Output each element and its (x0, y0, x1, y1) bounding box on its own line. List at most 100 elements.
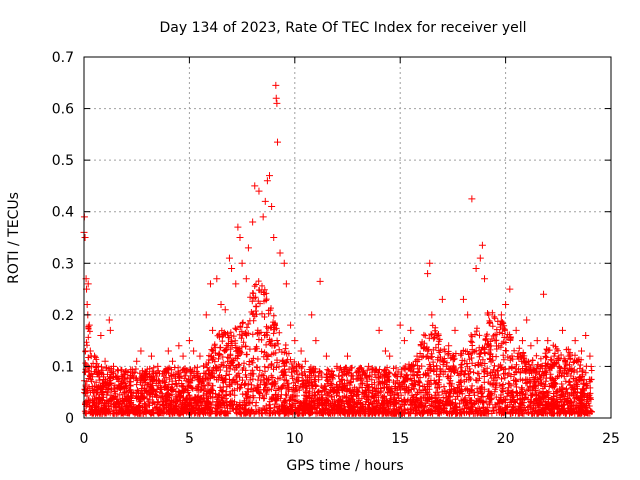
data-point (381, 347, 389, 355)
y-tick-label: 0.4 (52, 205, 74, 221)
data-point (559, 326, 567, 334)
x-axis-label: GPS time / hours (286, 458, 403, 474)
data-point (85, 321, 93, 329)
data-point (118, 383, 126, 391)
data-point (485, 311, 493, 319)
data-point (95, 383, 103, 391)
data-point (110, 362, 118, 370)
data-point (196, 352, 204, 360)
data-point (476, 254, 484, 262)
x-tick-label: 25 (602, 431, 620, 447)
data-point (244, 244, 252, 252)
data-point (185, 337, 193, 345)
data-point (491, 337, 499, 345)
data-point (308, 311, 316, 319)
data-point (209, 326, 217, 334)
data-point (287, 321, 295, 329)
data-point (93, 368, 101, 376)
data-point (502, 301, 510, 309)
data-point (206, 280, 214, 288)
data-point (97, 331, 105, 339)
data-point (459, 295, 467, 303)
data-point (272, 81, 280, 89)
data-point (426, 259, 434, 267)
data-point (434, 331, 442, 339)
data-point (106, 326, 114, 334)
data-point (273, 99, 281, 107)
data-point (375, 326, 383, 334)
data-point (84, 280, 92, 288)
data-point (105, 316, 113, 324)
data-point (276, 249, 284, 257)
data-point (386, 352, 394, 360)
data-point (333, 362, 341, 370)
data-point (228, 264, 236, 272)
data-point (175, 342, 183, 350)
data-point (301, 357, 309, 365)
data-point (122, 368, 130, 376)
y-tick-label: 0.3 (52, 256, 74, 272)
data-point (202, 311, 210, 319)
data-point (88, 373, 96, 381)
data-point (266, 172, 274, 180)
data-point (242, 275, 250, 283)
data-point (147, 352, 155, 360)
data-point (114, 373, 122, 381)
data-point (312, 337, 320, 345)
data-density-cloud (81, 278, 595, 417)
data-point (263, 177, 271, 185)
data-point (221, 306, 229, 314)
data-point (497, 311, 505, 319)
data-point (154, 362, 162, 370)
data-point (259, 213, 267, 221)
data-point (86, 347, 94, 355)
data-point (137, 347, 145, 355)
data-point (468, 195, 476, 203)
data-point (249, 218, 257, 226)
data-point (251, 182, 259, 190)
x-tick-label: 5 (185, 431, 194, 447)
data-points (80, 81, 594, 391)
data-point (407, 326, 415, 334)
data-point (270, 234, 278, 241)
data-point (571, 337, 579, 345)
data-point (438, 295, 446, 303)
data-point (586, 352, 594, 360)
data-point (365, 362, 373, 370)
data-point (274, 138, 282, 146)
data-point (133, 357, 141, 365)
data-point (126, 378, 134, 386)
y-tick-label: 0 (65, 411, 74, 427)
data-point (565, 352, 573, 360)
y-tick-label: 0.7 (52, 50, 74, 66)
data-point (396, 321, 404, 329)
data-point (282, 280, 290, 288)
x-tick-label: 20 (497, 431, 515, 447)
data-point (103, 378, 111, 386)
data-point (481, 275, 489, 283)
axis-ticks: 0 5 10 15 20 25 0 0.1 0.2 0.3 0.4 0.5 0.6 0.7 (52, 50, 620, 447)
data-point (217, 301, 225, 309)
data-point (533, 337, 541, 345)
data-point (413, 352, 421, 360)
x-tick-label: 10 (286, 431, 304, 447)
data-point (143, 373, 151, 381)
data-point (518, 337, 526, 345)
data-point (512, 326, 520, 334)
data-point (160, 368, 168, 376)
data-point (550, 352, 558, 360)
data-point (169, 357, 177, 365)
data-point (232, 280, 240, 288)
data-point (83, 301, 91, 309)
data-point (238, 259, 246, 267)
data-point (101, 357, 109, 365)
data-point (428, 311, 436, 319)
data-point (297, 347, 305, 355)
data-point (527, 342, 535, 350)
data-point (81, 234, 89, 241)
data-point (280, 259, 288, 267)
data-point (316, 277, 324, 285)
x-tick-label: 0 (80, 431, 89, 447)
data-point (451, 326, 459, 334)
